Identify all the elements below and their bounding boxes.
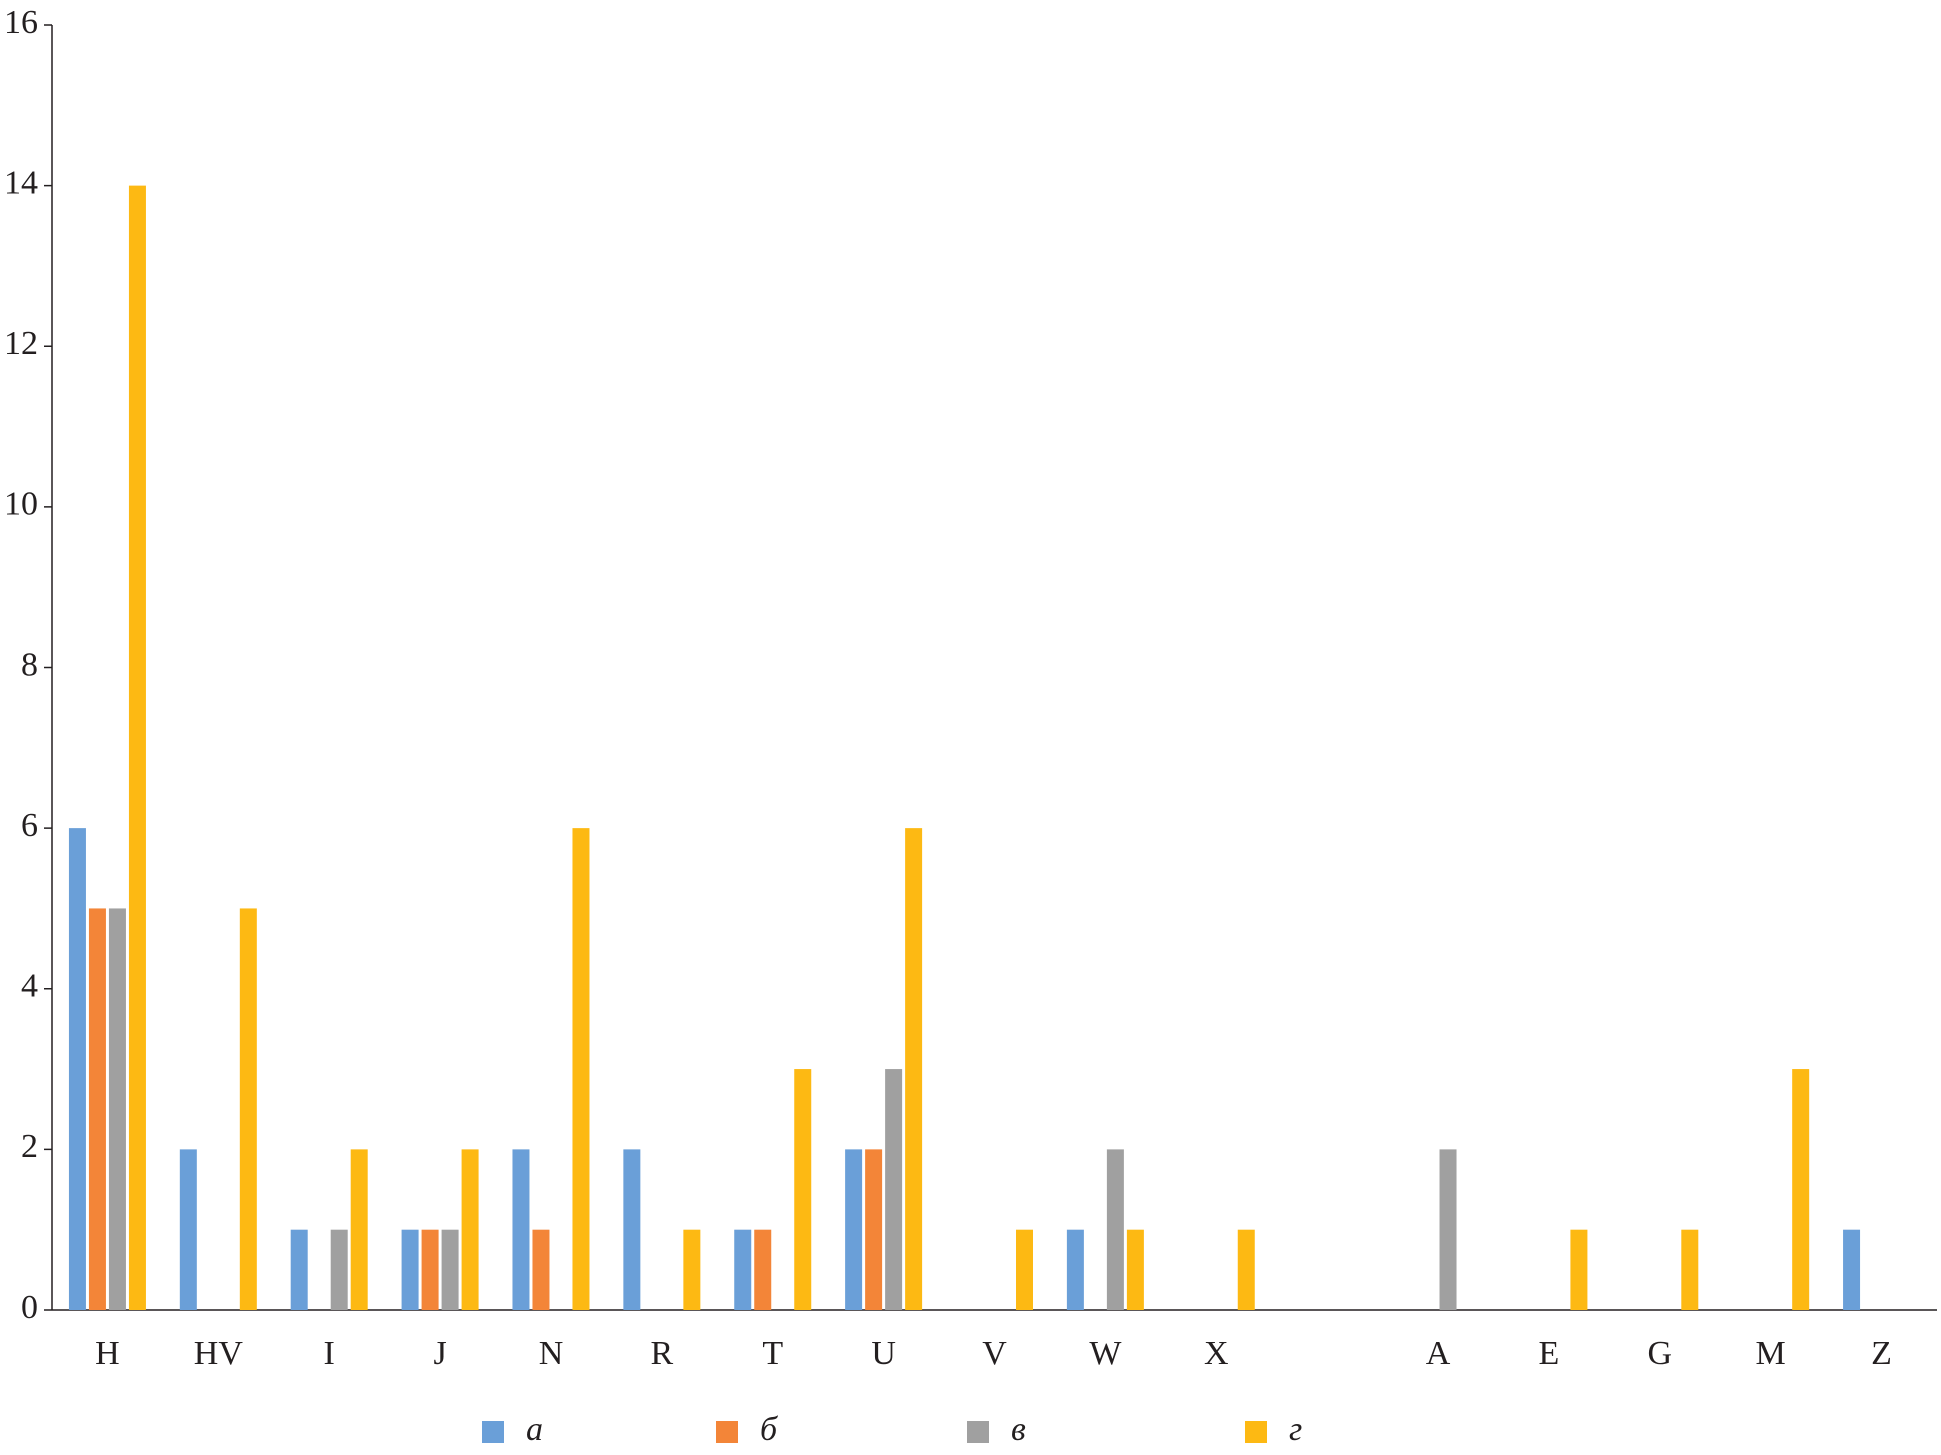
bar [128, 185, 146, 1310]
legend-label: б [760, 1411, 779, 1448]
bar [905, 828, 923, 1310]
x-tick-label: HV [194, 1335, 244, 1372]
y-tick-label: 14 [4, 164, 38, 201]
y-tick-label: 8 [21, 646, 38, 683]
bar [572, 828, 590, 1310]
x-tick-label: J [433, 1335, 446, 1372]
legend-label: в [1011, 1411, 1026, 1448]
y-tick-label: 6 [21, 807, 38, 844]
legend-swatch [482, 1421, 504, 1443]
x-tick-label: W [1089, 1335, 1122, 1372]
legend-swatch [967, 1421, 989, 1443]
y-tick-label: 2 [21, 1128, 38, 1165]
x-tick-label: X [1204, 1335, 1229, 1372]
bar [441, 1229, 459, 1310]
bar [239, 908, 257, 1310]
bar [1681, 1229, 1699, 1310]
bar [754, 1229, 772, 1310]
bar [108, 908, 126, 1310]
legend-swatch [716, 1421, 738, 1443]
x-tick-label: V [982, 1335, 1007, 1372]
bar [1570, 1229, 1588, 1310]
y-tick-label: 16 [4, 4, 38, 41]
bar [401, 1229, 419, 1310]
bar [623, 1149, 641, 1310]
y-tick-label: 4 [21, 968, 38, 1005]
x-tick-label: G [1648, 1335, 1673, 1372]
bar [512, 1149, 530, 1310]
y-tick-label: 10 [4, 486, 38, 523]
bar [1106, 1149, 1124, 1310]
bar [1016, 1229, 1033, 1310]
bar [885, 1069, 903, 1310]
bar [683, 1229, 701, 1310]
bar [532, 1229, 550, 1310]
bar [1237, 1229, 1255, 1310]
legend-swatch [1245, 1421, 1267, 1443]
bar [865, 1149, 883, 1310]
bar [1792, 1069, 1810, 1310]
bar [734, 1229, 752, 1310]
x-tick-label: I [324, 1335, 335, 1372]
bar [350, 1149, 368, 1310]
x-tick-label: A [1426, 1335, 1451, 1372]
bar [88, 908, 106, 1310]
x-tick-label: H [95, 1335, 120, 1372]
x-tick-label: M [1756, 1335, 1786, 1372]
bar [1126, 1229, 1144, 1310]
x-tick-label: U [871, 1335, 896, 1372]
bar [1066, 1229, 1084, 1310]
legend-label: г [1289, 1411, 1302, 1448]
bar [68, 828, 86, 1310]
bar [1439, 1149, 1457, 1310]
bar [845, 1149, 863, 1310]
bar [290, 1229, 308, 1310]
x-tick-label: E [1539, 1335, 1560, 1372]
bar [330, 1229, 348, 1310]
x-tick-label: R [651, 1335, 674, 1372]
y-tick-label: 12 [4, 325, 38, 362]
bar [461, 1149, 479, 1310]
bar [179, 1149, 197, 1310]
bar [794, 1069, 812, 1310]
x-tick-label: N [539, 1335, 564, 1372]
bar [1843, 1229, 1861, 1310]
x-tick-label: T [762, 1335, 783, 1372]
bar [421, 1229, 439, 1310]
legend-label: а [526, 1411, 543, 1448]
x-tick-label: Z [1871, 1335, 1892, 1372]
y-tick-label: 0 [21, 1289, 38, 1326]
